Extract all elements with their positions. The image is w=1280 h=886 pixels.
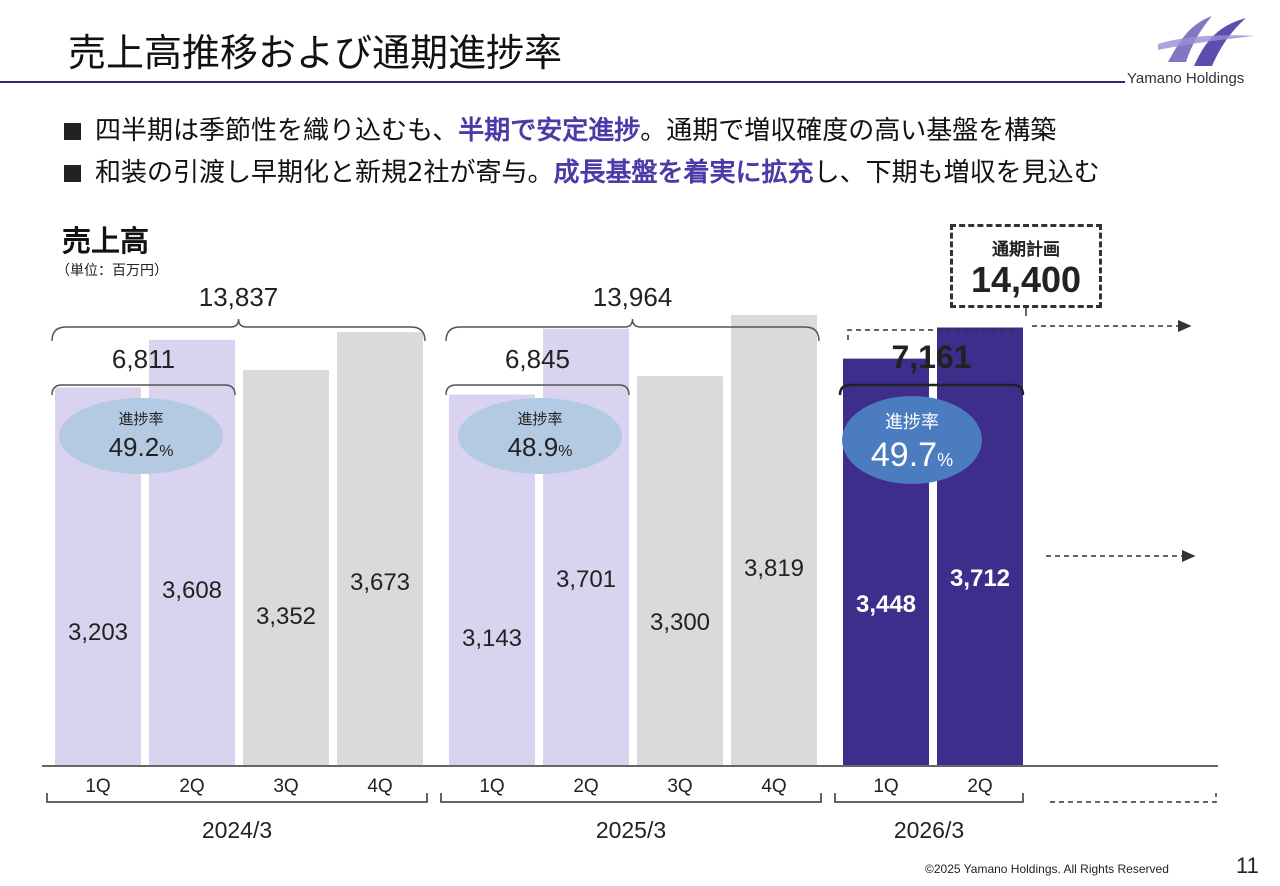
bar-value-label: 3,819 bbox=[744, 555, 804, 582]
quarter-label: 4Q bbox=[761, 776, 786, 797]
progress-bubble bbox=[842, 396, 982, 484]
half-year-brace bbox=[51, 384, 236, 396]
progress-number: 49.7 bbox=[871, 436, 937, 474]
bar-2024/3-4Q bbox=[337, 332, 423, 765]
chart-title: 売上高 bbox=[62, 224, 150, 258]
bar-value-label: 3,608 bbox=[162, 577, 222, 604]
bar-value-label: 3,300 bbox=[650, 609, 710, 636]
progress-value: 49.7% bbox=[871, 436, 953, 474]
annual-total: 13,964 bbox=[593, 282, 673, 312]
bar-value-label: 3,143 bbox=[462, 625, 522, 652]
bullet-highlight: 成長基盤を着実に拡充 bbox=[553, 158, 814, 188]
quarter-label: 3Q bbox=[667, 776, 692, 797]
bullet-item: 和装の引渡し早期化と新規2社が寄与。 成長基盤を着実に拡充 し、下期も増収を見込む bbox=[64, 152, 1100, 194]
bar-value-label: 3,673 bbox=[350, 569, 410, 596]
bullet-highlight: 半期で安定進捗 bbox=[458, 116, 641, 146]
square-bullet-icon bbox=[64, 122, 81, 140]
quarter-label: 2Q bbox=[179, 776, 204, 797]
bullet-item: 四半期は季節性を織り込むも、 半期で安定進捗 。通期で増収確度の高い基盤を構築 bbox=[64, 110, 1100, 152]
progress-bubble bbox=[458, 398, 622, 474]
forecast-bracket-bottom bbox=[1050, 793, 1217, 803]
title-divider bbox=[0, 81, 1125, 83]
summary-bullets: 四半期は季節性を織り込むも、 半期で安定進捗 。通期で増収確度の高い基盤を構築 和装… bbox=[64, 110, 1100, 194]
unit-label: （単位：百万円） bbox=[56, 263, 168, 279]
period-label: 2025/3 bbox=[596, 817, 666, 843]
half-year-total: 6,811 bbox=[112, 344, 175, 374]
bullet-text: 。通期で増収確度の高い基盤を構築 bbox=[640, 116, 1057, 146]
progress-value: 48.9% bbox=[508, 432, 573, 462]
annual-plan-label: 通期計画 bbox=[992, 240, 1060, 260]
bullet-text: し、下期も増収を見込む bbox=[813, 158, 1100, 188]
bar-2026/3-2Q bbox=[937, 327, 1023, 765]
progress-bubble bbox=[59, 398, 223, 474]
bar-value-label: 3,352 bbox=[256, 603, 316, 630]
quarter-label: 1Q bbox=[873, 776, 898, 797]
bar-2025/3-3Q bbox=[637, 376, 723, 765]
quarter-label: 2Q bbox=[967, 776, 992, 797]
half-year-brace bbox=[445, 384, 630, 396]
bullet-text: 和装の引渡し早期化と新規2社が寄与。 bbox=[95, 158, 554, 188]
progress-percent-sign: % bbox=[558, 443, 572, 460]
copyright-text: ©2025 Yamano Holdings. All Rights Reserv… bbox=[925, 862, 1169, 876]
page-number: 11 bbox=[1236, 853, 1259, 878]
half-year-total: 6,845 bbox=[505, 344, 570, 374]
progress-number: 49.2 bbox=[109, 432, 160, 462]
yamano-logo bbox=[1158, 16, 1254, 66]
annual-brace bbox=[51, 318, 426, 342]
bar-2025/3-2Q bbox=[543, 328, 629, 765]
quarter-label: 1Q bbox=[85, 776, 110, 797]
period-label: 2026/3 bbox=[894, 817, 964, 843]
annual-total: 13,837 bbox=[199, 282, 279, 312]
annual-plan-value: 14,400 bbox=[970, 259, 1082, 300]
progress-label: 進捗率 bbox=[885, 412, 939, 433]
progress-label: 進捗率 bbox=[118, 410, 163, 428]
annual-plan-box: 通期計画 14,400 bbox=[950, 224, 1102, 308]
bar-2024/3-3Q bbox=[243, 369, 329, 765]
progress-value: 49.2% bbox=[109, 432, 174, 462]
progress-number: 48.9 bbox=[508, 432, 559, 462]
plan-brace-left bbox=[847, 329, 1020, 340]
bar-2025/3-4Q bbox=[731, 314, 817, 765]
quarter-label: 1Q bbox=[479, 776, 504, 797]
quarter-label: 3Q bbox=[273, 776, 298, 797]
bar-value-label: 3,203 bbox=[68, 619, 128, 646]
square-bullet-icon bbox=[64, 164, 81, 182]
bar-value-label: 3,701 bbox=[556, 566, 616, 593]
bullet-text: 四半期は季節性を織り込むも、 bbox=[95, 116, 459, 146]
bar-value-label: 3,448 bbox=[856, 591, 916, 618]
period-label: 2024/3 bbox=[202, 817, 272, 843]
progress-label: 進捗率 bbox=[517, 410, 562, 428]
annual-brace bbox=[445, 318, 820, 342]
period-bracket bbox=[46, 793, 428, 803]
brand-name: Yamano Holdings bbox=[1127, 70, 1245, 87]
quarter-label: 4Q bbox=[367, 776, 392, 797]
period-bracket bbox=[834, 793, 1024, 803]
half-year-brace bbox=[838, 383, 1025, 396]
quarter-label: 2Q bbox=[573, 776, 598, 797]
period-bracket bbox=[440, 793, 822, 803]
progress-percent-sign: % bbox=[159, 443, 173, 460]
progress-percent-sign: % bbox=[937, 450, 953, 470]
page-title: 売上高推移および通期進捗率 bbox=[68, 31, 563, 75]
bar-value-label: 3,712 bbox=[950, 565, 1010, 592]
half-year-total: 7,161 bbox=[891, 339, 971, 375]
